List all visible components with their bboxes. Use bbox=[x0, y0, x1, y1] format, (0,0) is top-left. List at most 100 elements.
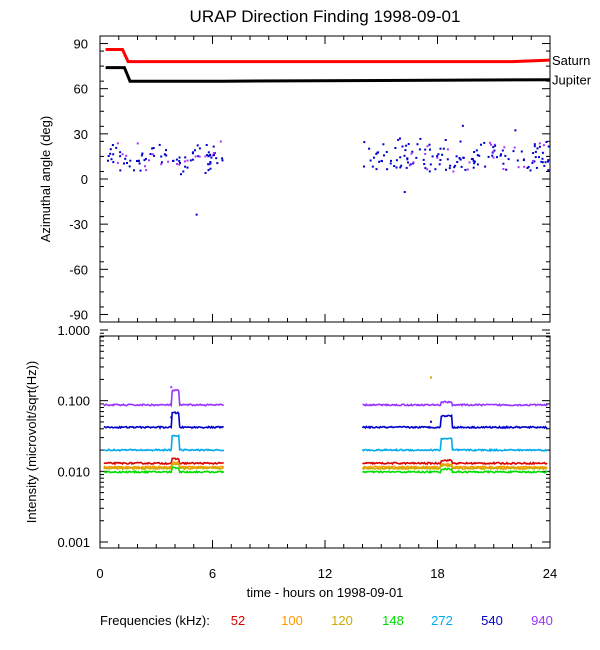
direction-point bbox=[439, 147, 442, 150]
series-label-saturn: Saturn bbox=[552, 53, 590, 68]
direction-point bbox=[151, 153, 154, 156]
intensity-spike bbox=[170, 386, 173, 389]
intensity-line-540 bbox=[103, 411, 224, 430]
chart-title: URAP Direction Finding 1998-09-01 bbox=[190, 7, 461, 26]
direction-point bbox=[395, 166, 398, 169]
direction-point bbox=[434, 168, 437, 171]
direction-point bbox=[164, 153, 167, 156]
direction-point bbox=[178, 163, 181, 166]
direction-point bbox=[476, 163, 479, 166]
direction-point bbox=[407, 161, 409, 164]
direction-point bbox=[207, 151, 210, 154]
direction-point bbox=[407, 143, 410, 145]
direction-point bbox=[541, 157, 544, 160]
xtick-label: 12 bbox=[318, 566, 332, 581]
intensity-line-120 bbox=[103, 462, 224, 471]
direction-point bbox=[204, 172, 207, 174]
direction-point bbox=[368, 147, 371, 150]
xtick-label: 0 bbox=[96, 566, 103, 581]
direction-point bbox=[208, 163, 211, 166]
bottom-ytick-label: 0.001 bbox=[57, 535, 90, 550]
direction-point bbox=[431, 155, 434, 158]
direction-point bbox=[428, 143, 431, 146]
direction-point bbox=[167, 160, 170, 163]
direction-point bbox=[119, 151, 122, 154]
direction-point bbox=[136, 142, 139, 145]
direction-point bbox=[535, 166, 538, 169]
direction-point bbox=[494, 144, 497, 147]
direction-point bbox=[489, 141, 491, 144]
direction-point bbox=[178, 156, 181, 159]
direction-point bbox=[194, 149, 196, 152]
direction-point bbox=[136, 160, 138, 162]
direction-point bbox=[186, 159, 189, 162]
direction-point bbox=[401, 145, 404, 148]
direction-point bbox=[393, 165, 396, 167]
intensity-line-52 bbox=[362, 458, 548, 466]
direction-point bbox=[456, 161, 459, 163]
direction-point bbox=[397, 138, 400, 141]
direction-point bbox=[422, 158, 425, 161]
direction-point bbox=[110, 158, 113, 161]
direction-point bbox=[454, 164, 457, 167]
direction-point bbox=[139, 169, 142, 172]
direction-point bbox=[112, 153, 115, 156]
direction-point bbox=[386, 168, 389, 171]
direction-point bbox=[129, 159, 132, 162]
direction-point bbox=[483, 141, 486, 144]
bottom-ytick-label: 0.100 bbox=[57, 394, 90, 409]
direction-point bbox=[437, 153, 440, 156]
direction-point bbox=[523, 158, 525, 161]
bottom-ylabel: Intensity (microvolt/sqrt(Hz)) bbox=[24, 361, 39, 524]
direction-point bbox=[180, 173, 182, 176]
direction-point bbox=[505, 168, 508, 171]
direction-point bbox=[121, 153, 124, 156]
direction-point bbox=[520, 150, 523, 153]
direction-point bbox=[538, 142, 541, 145]
direction-point bbox=[540, 160, 543, 163]
direction-point bbox=[194, 155, 197, 158]
direction-point bbox=[436, 156, 439, 159]
direction-point bbox=[138, 162, 141, 165]
direction-point bbox=[547, 145, 550, 148]
direction-point bbox=[459, 158, 462, 161]
direction-point bbox=[376, 151, 379, 154]
direction-point bbox=[412, 162, 415, 165]
intensity-spike bbox=[430, 376, 432, 379]
legend-item-52: 52 bbox=[231, 613, 245, 628]
direction-point bbox=[380, 159, 383, 162]
direction-point bbox=[176, 163, 179, 165]
direction-point bbox=[137, 160, 140, 163]
direction-point bbox=[385, 151, 388, 153]
direction-point bbox=[165, 154, 168, 157]
direction-point bbox=[547, 160, 549, 163]
direction-point bbox=[460, 165, 463, 168]
direction-point bbox=[382, 143, 385, 146]
direction-point bbox=[542, 144, 545, 147]
xtick-label: 24 bbox=[543, 566, 557, 581]
direction-point bbox=[480, 143, 482, 146]
legend-item-272: 272 bbox=[431, 613, 453, 628]
direction-point bbox=[144, 157, 147, 160]
direction-point bbox=[207, 155, 210, 158]
direction-point bbox=[412, 161, 415, 164]
direction-point bbox=[209, 162, 212, 165]
direction-point bbox=[126, 162, 128, 164]
direction-point bbox=[363, 141, 366, 144]
xtick-label: 6 bbox=[209, 566, 216, 581]
direction-point bbox=[124, 157, 127, 160]
direction-point bbox=[462, 156, 465, 159]
intensity-line-52 bbox=[103, 457, 224, 466]
direction-point bbox=[404, 149, 407, 152]
direction-point bbox=[211, 154, 214, 157]
direction-point bbox=[544, 161, 547, 164]
direction-point bbox=[473, 162, 476, 165]
direction-point bbox=[532, 159, 535, 162]
direction-point bbox=[441, 153, 444, 156]
direction-point bbox=[205, 144, 208, 146]
direction-point bbox=[399, 156, 402, 159]
direction-point bbox=[499, 154, 502, 157]
direction-point bbox=[221, 157, 224, 160]
direction-point bbox=[512, 150, 515, 153]
